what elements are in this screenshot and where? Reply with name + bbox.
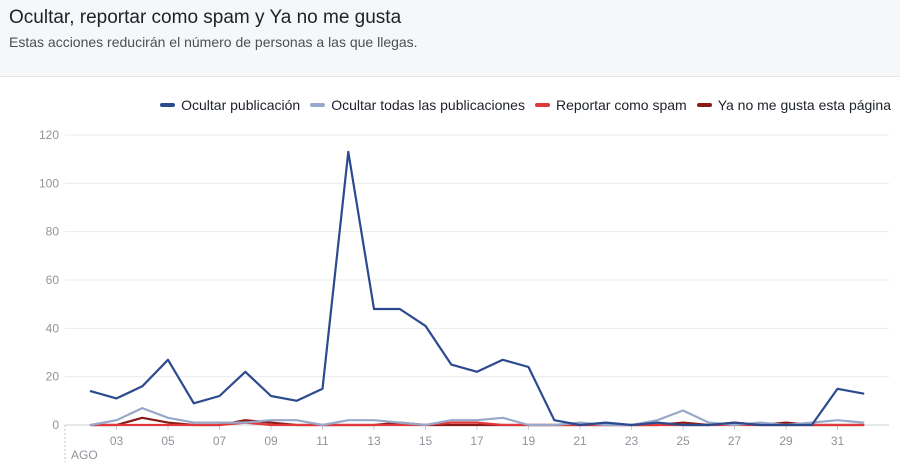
y-tick-label: 40 xyxy=(46,321,60,335)
x-tick-label: 19 xyxy=(522,434,536,448)
y-tick-label: 60 xyxy=(46,273,60,287)
legend-item-ocultar-todas[interactable]: Ocultar todas las publicaciones xyxy=(310,97,525,113)
x-tick-label: 29 xyxy=(779,434,793,448)
legend-label: Ya no me gusta esta página xyxy=(717,97,891,113)
y-tick-label: 20 xyxy=(46,370,60,384)
legend-item-ya-no-me-gusta[interactable]: Ya no me gusta esta página xyxy=(696,97,891,113)
x-tick-label: 09 xyxy=(264,434,278,448)
legend-swatch xyxy=(310,103,326,107)
legend-label: Ocultar todas las publicaciones xyxy=(331,97,525,113)
x-tick-label: 11 xyxy=(316,434,329,448)
x-tick-label: 25 xyxy=(676,434,690,448)
x-tick-label: 23 xyxy=(625,434,639,448)
y-tick-label: 100 xyxy=(39,176,59,190)
legend-label: Ocultar publicación xyxy=(181,97,301,113)
legend-swatch xyxy=(160,103,176,107)
x-tick-label: 15 xyxy=(419,434,433,448)
chart-title: Ocultar, reportar como spam y Ya no me g… xyxy=(9,7,402,28)
series-line-1 xyxy=(89,407,865,427)
x-tick-label: 03 xyxy=(110,434,124,448)
x-tick-label: 21 xyxy=(573,434,587,448)
legend-item-reportar-spam[interactable]: Reportar como spam xyxy=(534,97,687,113)
legend-swatch xyxy=(534,103,550,107)
chart-subtitle: Estas acciones reducirán el número de pe… xyxy=(9,34,418,50)
x-tick-label: 17 xyxy=(470,434,484,448)
y-tick-label: 0 xyxy=(52,418,59,432)
y-tick-label: 80 xyxy=(46,225,60,239)
x-tick-label: 13 xyxy=(367,434,381,448)
legend-item-ocultar-publicacion[interactable]: Ocultar publicación xyxy=(160,97,300,113)
y-tick-label: 120 xyxy=(39,128,59,142)
x-tick-label: 31 xyxy=(831,434,845,448)
chart-header: Ocultar, reportar como spam y Ya no me g… xyxy=(0,0,900,77)
x-tick-label: 05 xyxy=(161,434,175,448)
x-month-label: AGO xyxy=(71,448,98,462)
x-tick-label: 27 xyxy=(728,434,742,448)
x-tick-label: 07 xyxy=(213,434,227,448)
chart-legend: Ocultar publicación Ocultar todas las pu… xyxy=(150,97,891,113)
legend-label: Reportar como spam xyxy=(555,97,687,113)
series-line-0 xyxy=(89,150,865,427)
legend-swatch xyxy=(696,103,712,107)
